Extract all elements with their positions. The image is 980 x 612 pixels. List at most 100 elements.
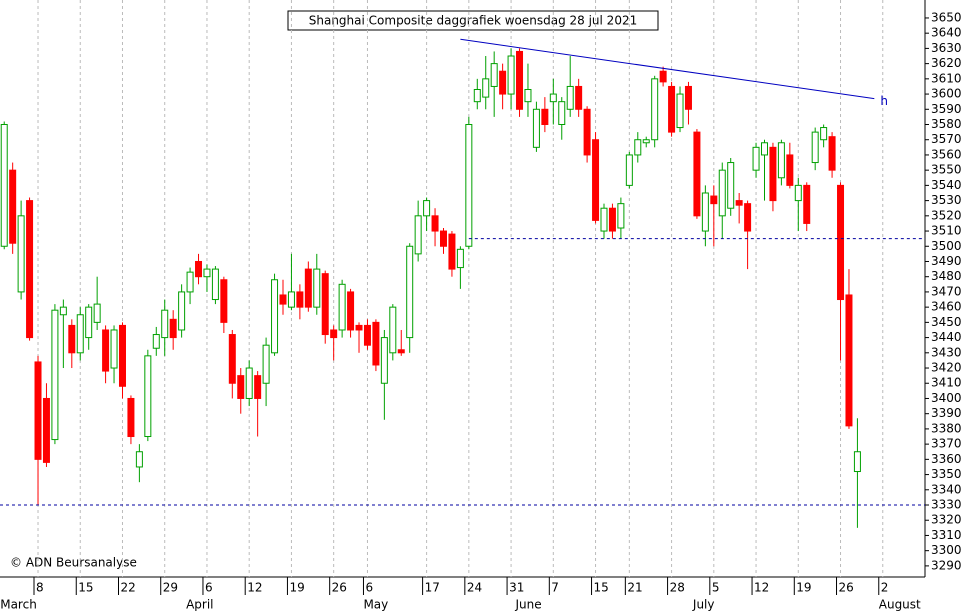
candle-body [76, 314, 84, 354]
candle-body [380, 337, 388, 384]
candle-body [211, 268, 219, 301]
y-tick-label: 3390 [931, 406, 962, 420]
candle-body [68, 324, 76, 354]
y-tick-label: 3640 [931, 26, 962, 40]
x-tick-label: 24 [467, 581, 482, 595]
candle-body [516, 50, 524, 110]
candle-body [313, 268, 321, 308]
candle-body [718, 169, 726, 217]
y-tick-label: 3470 [931, 284, 962, 298]
candle-body [144, 355, 152, 438]
candle-body [118, 324, 126, 387]
candle-body [820, 127, 828, 141]
candle-body [93, 303, 101, 323]
candle-body [59, 306, 67, 316]
candle-body [837, 184, 845, 301]
x-tick-label: 26 [839, 581, 854, 595]
candle-body [85, 306, 93, 339]
y-tick-label: 3310 [931, 528, 962, 542]
candle-body [701, 192, 709, 232]
candle-body [811, 131, 819, 164]
candle-body [347, 291, 355, 331]
y-tick-label: 3520 [931, 208, 962, 222]
candle-body [26, 200, 34, 339]
candle-body [499, 70, 507, 95]
candle-body [169, 318, 177, 339]
candle-body [355, 324, 363, 331]
y-tick-label: 3320 [931, 513, 962, 527]
candle-body [287, 291, 295, 308]
candle-body [135, 451, 143, 468]
candle-body [760, 142, 768, 156]
candle-body [558, 101, 566, 126]
candle-body [693, 131, 701, 217]
candle-body [279, 294, 287, 305]
candle-body [549, 93, 557, 103]
candle-body [127, 397, 135, 438]
candle-body [195, 260, 203, 278]
y-tick-label: 3430 [931, 345, 962, 359]
y-tick-label: 3610 [931, 71, 962, 85]
candle-body [456, 248, 464, 269]
candle-body [152, 334, 160, 349]
candle-body [735, 200, 743, 206]
candle-body [541, 108, 549, 126]
candle-body [676, 93, 684, 129]
candle-body [51, 309, 59, 441]
candle-body [262, 344, 270, 384]
x-tick-label: 2 [881, 581, 889, 595]
candle-body [532, 108, 540, 148]
x-tick-label: 7 [551, 581, 559, 595]
candle-body [237, 375, 245, 399]
candle-body [642, 139, 650, 144]
candle-body [524, 88, 532, 103]
y-tick-label: 3300 [931, 543, 962, 557]
y-tick-label: 3530 [931, 193, 962, 207]
x-tick-label: 6 [365, 581, 373, 595]
candle-body [752, 146, 760, 171]
candle-body [321, 273, 329, 336]
candle-body [220, 279, 228, 323]
candle-body [203, 268, 211, 278]
y-tick-label: 3290 [931, 558, 962, 572]
candle-body [406, 245, 414, 339]
candle-body [473, 88, 481, 103]
candle-body [786, 154, 794, 186]
y-tick-label: 3340 [931, 482, 962, 496]
candle-body [304, 268, 312, 308]
candle-body [853, 451, 861, 473]
candle-body [330, 329, 338, 339]
x-tick-label: 19 [796, 581, 811, 595]
y-tick-label: 3380 [931, 421, 962, 435]
candle-body [448, 233, 456, 270]
candle-body [651, 78, 659, 141]
candle-body [507, 55, 515, 95]
candle-body [228, 334, 236, 384]
x-tick-label: 15 [594, 581, 609, 595]
candle-body [9, 169, 17, 244]
candle-body [372, 321, 380, 366]
x-tick-label: 28 [670, 581, 685, 595]
x-tick-label: 26 [332, 581, 347, 595]
month-label: March [0, 598, 37, 612]
candle-body [178, 291, 186, 331]
y-tick-label: 3600 [931, 87, 962, 101]
candle-body [828, 136, 836, 171]
candle-body [439, 230, 447, 247]
y-tick-label: 3550 [931, 163, 962, 177]
y-tick-label: 3330 [931, 498, 962, 512]
candle-body [608, 207, 616, 232]
candle-body [575, 85, 583, 110]
y-tick-label: 3650 [931, 10, 962, 24]
y-tick-label: 3560 [931, 147, 962, 161]
candle-body [110, 329, 118, 369]
candle-body [363, 324, 371, 346]
candle-body [634, 139, 642, 156]
candle-body [42, 397, 50, 463]
candle-body [102, 329, 110, 372]
x-tick-label: 22 [120, 581, 135, 595]
candle-body [566, 85, 574, 110]
x-tick-label: 21 [627, 581, 642, 595]
